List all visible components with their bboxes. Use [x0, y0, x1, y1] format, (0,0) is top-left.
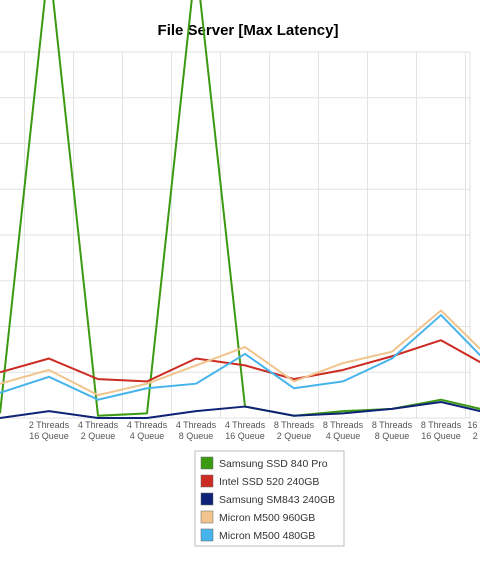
chart-title: File Server [Max Latency]: [158, 22, 339, 39]
legend-label: Intel SSD 520 240GB: [219, 476, 319, 488]
legend-label: Micron M500 960GB: [219, 512, 315, 524]
series-line: [0, 400, 480, 419]
x-tick-label: 4 Threads 8 Queue: [176, 420, 217, 441]
legend-label: Micron M500 480GB: [219, 530, 315, 542]
legend-label: Samsung SM843 240GB: [219, 494, 335, 506]
legend-swatch: [200, 528, 214, 542]
series-line: [0, 0, 480, 417]
x-tick-label: 8 Threads 8 Queue: [372, 420, 413, 441]
series-lines: [0, 0, 480, 419]
series-line: [0, 314, 480, 401]
legend-label: Samsung SSD 840 Pro: [219, 458, 328, 470]
x-tick-label: 8 Threads 2 Queue: [274, 420, 315, 441]
x-tick-label: 2 Threads 16 Queue: [29, 420, 70, 441]
x-tick-label: 4 Threads 16 Queue: [225, 420, 266, 441]
legend-swatch: [200, 510, 214, 524]
x-tick-label: 4 Threads 2 Queue: [78, 420, 119, 441]
x-tick-label: 4 Threads 4 Queue: [127, 420, 168, 441]
series-line: [0, 309, 480, 397]
legend-swatch: [200, 474, 214, 488]
legend-swatch: [200, 492, 214, 506]
x-tick-label: 8 Threads 16 Queue: [421, 420, 462, 441]
x-tick-label: 8 Threads 4 Queue: [323, 420, 364, 441]
series-line: [0, 339, 480, 383]
legend-box: [194, 450, 345, 547]
legend: Samsung SSD 840 Pro Intel SSD 520 240GB Sa…: [194, 450, 345, 547]
x-axis-ticks: 2 Threads 16 Queue 4 Threads 2 Queue 4 Threa…: [29, 420, 480, 441]
legend-swatch: [200, 456, 214, 470]
